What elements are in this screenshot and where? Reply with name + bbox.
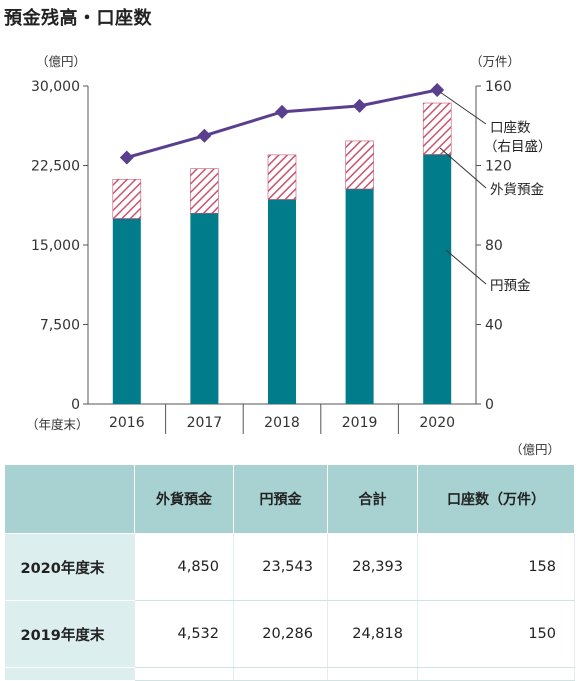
bar-yen-deposits bbox=[423, 154, 452, 404]
bar-foreign-deposits bbox=[345, 140, 374, 190]
deposit-chart: （億円） （万件） 0 7,500 15,000 22,500 30,000 0 40 80… bbox=[26, 54, 552, 434]
account-line-point bbox=[119, 150, 134, 165]
leader-line-foreign bbox=[439, 147, 487, 189]
bar-foreign-deposits bbox=[112, 178, 142, 219]
bar-yen-deposits bbox=[345, 188, 374, 404]
y-left-tick-label: 0 bbox=[71, 397, 80, 413]
account-line-path bbox=[126, 88, 438, 159]
y-left-tick-label: 15,000 bbox=[31, 238, 80, 254]
row-label: 2020年度末 bbox=[4, 533, 135, 601]
table-header-accounts: 口座数（万件） bbox=[417, 464, 575, 534]
cell-partial bbox=[417, 667, 575, 681]
bar-foreign-deposits bbox=[422, 102, 452, 155]
table-header-foreign: 外貨預金 bbox=[134, 464, 234, 534]
cell-accounts: 150 bbox=[417, 600, 575, 668]
account-line-point bbox=[275, 104, 289, 119]
y-left-tick-label: 7,500 bbox=[40, 318, 80, 334]
leader-line-yen bbox=[445, 249, 487, 285]
cell-foreign: 4,850 bbox=[134, 533, 234, 601]
table-unit: （億円） bbox=[509, 442, 560, 457]
y-right-tick-labels: 0 40 80 120 160 bbox=[476, 79, 512, 413]
cell-total: 24,818 bbox=[327, 600, 418, 668]
bar-foreign-deposits bbox=[267, 154, 297, 200]
annotation-foreign-deposits: 外貨預金 bbox=[490, 181, 544, 198]
account-line-point bbox=[352, 98, 367, 113]
cell-total: 28,393 bbox=[327, 533, 418, 601]
table-header-blank bbox=[4, 464, 135, 534]
cell-foreign: 4,532 bbox=[134, 600, 234, 668]
table-row-partial bbox=[4, 667, 575, 681]
x-tick-label: 2016 bbox=[109, 415, 145, 431]
table-header-yen: 円預金 bbox=[233, 464, 328, 534]
annotation-accounts-right-scale: （右目盛） bbox=[484, 139, 552, 155]
y-right-tick-label: 120 bbox=[485, 159, 512, 175]
page-title: 預金残高・口座数 bbox=[4, 8, 152, 29]
annotation-accounts: 口座数 bbox=[490, 120, 531, 136]
y-right-unit: （万件） bbox=[470, 54, 520, 69]
cell-partial bbox=[134, 667, 234, 681]
bar-yen-deposits bbox=[112, 218, 141, 404]
account-line-point bbox=[197, 128, 212, 143]
cell-accounts: 158 bbox=[417, 533, 575, 601]
y-right-tick-label: 160 bbox=[485, 79, 512, 95]
cell-yen: 20,286 bbox=[233, 600, 328, 668]
y-left-tick-label: 30,000 bbox=[31, 79, 80, 95]
table-row: 2019年度末 4,532 20,286 24,818 150 bbox=[4, 600, 575, 668]
account-line-point bbox=[430, 82, 445, 97]
x-tick-label: 2019 bbox=[342, 415, 378, 431]
bars bbox=[112, 102, 452, 404]
x-tick-label: 2020 bbox=[419, 415, 455, 431]
table-header-total: 合計 bbox=[327, 464, 418, 534]
leader-line-accounts bbox=[439, 91, 487, 125]
y-left-unit: （億円） bbox=[36, 54, 86, 69]
y-right-tick-label: 0 bbox=[485, 397, 494, 413]
x-category-labels: 2016 2017 2018 2019 2020 bbox=[109, 404, 455, 434]
table-row: 2020年度末 4,850 23,543 28,393 158 bbox=[4, 533, 575, 601]
bar-yen-deposits bbox=[190, 213, 219, 404]
table-header-row: 外貨預金 円預金 合計 口座数（万件） bbox=[4, 464, 575, 534]
x-tick-label: 2017 bbox=[187, 415, 223, 431]
bar-foreign-deposits bbox=[190, 168, 219, 214]
row-label: 2019年度末 bbox=[4, 600, 135, 668]
y-left-tick-label: 22,500 bbox=[31, 159, 80, 175]
y-left-tick-labels: 0 7,500 15,000 22,500 30,000 bbox=[31, 79, 88, 413]
row-label-partial bbox=[4, 667, 135, 681]
annotation-yen-deposits: 円預金 bbox=[490, 278, 531, 294]
cell-partial bbox=[327, 667, 418, 681]
cell-yen: 23,543 bbox=[233, 533, 328, 601]
bar-yen-deposits bbox=[268, 199, 296, 404]
x-tick-label: 2018 bbox=[264, 415, 300, 431]
account-line bbox=[119, 82, 445, 165]
y-right-tick-label: 40 bbox=[485, 318, 503, 334]
y-right-tick-label: 80 bbox=[485, 238, 503, 254]
cell-partial bbox=[233, 667, 328, 681]
data-table: 外貨預金 円預金 合計 口座数（万件） 2020年度末 4,850 23,543… bbox=[4, 464, 575, 681]
x-unit: （年度末） bbox=[26, 417, 89, 432]
